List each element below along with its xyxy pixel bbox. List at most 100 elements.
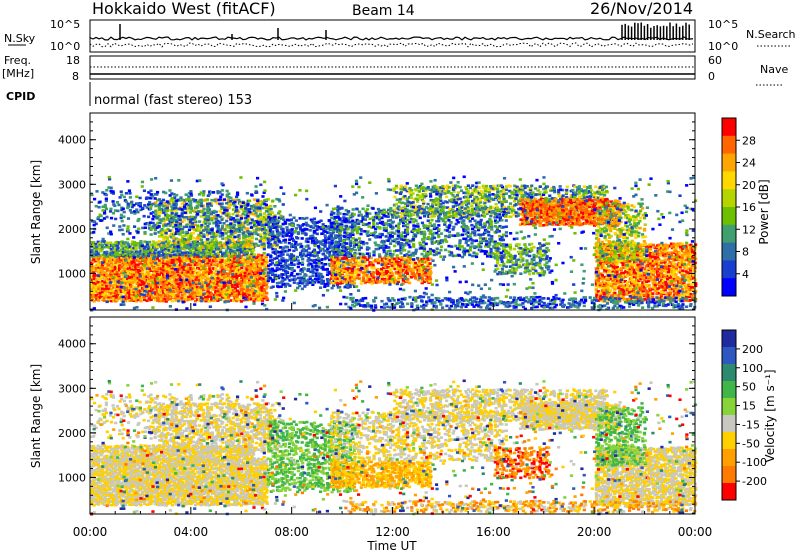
power-cell xyxy=(130,275,134,279)
power-cell xyxy=(205,214,209,218)
power-cell xyxy=(160,248,164,251)
power-cell xyxy=(193,294,197,298)
power-cell xyxy=(174,204,178,208)
power-cell xyxy=(140,294,144,298)
power-cell xyxy=(119,265,123,269)
power-cell xyxy=(264,273,268,276)
power-cell xyxy=(176,249,180,253)
power-cell xyxy=(248,237,252,241)
power-cell xyxy=(92,271,96,274)
power-cell xyxy=(176,280,180,283)
power-cell xyxy=(218,210,222,213)
power-cell xyxy=(92,260,96,264)
power-cell xyxy=(239,300,244,303)
power-cell xyxy=(96,217,100,220)
power-cell xyxy=(250,211,254,215)
power-cell xyxy=(180,267,184,271)
power-cell xyxy=(98,200,102,204)
power-cell xyxy=(105,226,109,230)
power-cell xyxy=(243,289,247,293)
power-cell xyxy=(211,283,216,287)
power-cell xyxy=(248,281,252,285)
power-cell xyxy=(156,278,160,282)
power-cell xyxy=(227,238,231,241)
power-cell xyxy=(164,204,168,208)
power-cell xyxy=(134,258,138,262)
power-cell xyxy=(278,199,282,203)
power-cell xyxy=(275,197,279,201)
power-cell xyxy=(172,235,176,238)
power-cell xyxy=(198,220,202,223)
power-cell xyxy=(232,260,237,263)
power-cell xyxy=(116,246,120,250)
power-cell xyxy=(185,276,189,280)
power-cell xyxy=(118,196,122,199)
power-cell xyxy=(177,246,181,250)
power-cell xyxy=(257,269,261,272)
power-cell xyxy=(275,223,279,227)
power-cell xyxy=(102,299,106,302)
power-cell xyxy=(180,296,184,299)
power-cell xyxy=(141,268,145,271)
power-cell xyxy=(229,283,233,287)
power-cell xyxy=(199,282,203,286)
power-cell xyxy=(221,237,225,240)
power-cell xyxy=(252,294,256,298)
power-cell xyxy=(197,272,201,276)
power-cell xyxy=(114,261,118,264)
power-cell xyxy=(307,267,311,271)
power-cell xyxy=(139,251,143,254)
power-cell xyxy=(229,278,233,282)
power-cell xyxy=(210,283,214,286)
power-cell xyxy=(90,269,94,272)
power-cell xyxy=(132,287,136,290)
power-cell xyxy=(149,259,154,263)
power-cell xyxy=(109,255,113,258)
power-cell xyxy=(239,226,244,230)
power-cell xyxy=(231,239,235,243)
power-cell xyxy=(388,267,392,271)
power-cell xyxy=(258,210,263,213)
power-cell xyxy=(105,290,110,293)
power-cell xyxy=(260,264,264,267)
power-cell xyxy=(172,255,176,258)
power-cell xyxy=(130,294,134,298)
power-cell xyxy=(214,286,218,289)
power-cell xyxy=(159,264,163,268)
power-cell xyxy=(156,299,160,303)
power-cell xyxy=(264,214,268,217)
power-cell xyxy=(174,223,178,227)
power-cell xyxy=(157,198,162,201)
power-cell xyxy=(262,282,267,285)
power-cell xyxy=(105,260,109,263)
power-cell xyxy=(233,220,237,224)
power-cell xyxy=(220,207,224,210)
power-cell xyxy=(111,200,115,203)
power-cell xyxy=(197,259,201,262)
power-cell xyxy=(174,246,178,250)
power-cell xyxy=(251,212,255,216)
power-cell xyxy=(224,243,229,247)
power-cell xyxy=(142,295,146,299)
power-cell xyxy=(260,299,265,302)
power-cell xyxy=(105,284,109,288)
power-cell xyxy=(94,204,98,208)
power-cell xyxy=(100,275,104,279)
power-cell xyxy=(163,250,167,254)
power-cell xyxy=(122,256,126,259)
power-cell xyxy=(256,229,260,232)
power-cell xyxy=(243,221,247,225)
power-cell xyxy=(128,299,132,303)
power-cell xyxy=(153,298,157,302)
power-cell xyxy=(226,297,231,301)
power-cell xyxy=(296,255,300,259)
power-cell xyxy=(105,243,109,247)
power-cell xyxy=(157,288,161,291)
power-cell xyxy=(142,276,147,280)
power-cell xyxy=(191,258,195,262)
power-cell xyxy=(134,241,138,245)
power-cell xyxy=(259,233,263,236)
power-cell xyxy=(254,211,258,215)
power-cell xyxy=(226,279,231,283)
power-cell xyxy=(377,244,382,248)
